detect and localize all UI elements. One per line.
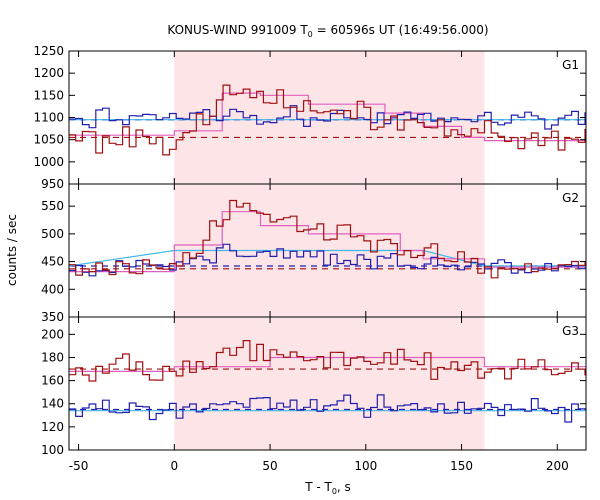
y-tick-label: 950 [41, 177, 64, 191]
shaded-interval [174, 51, 485, 184]
y-tick-label: 160 [41, 374, 64, 388]
shaded-interval [174, 317, 485, 450]
series-red [69, 340, 586, 382]
series-blue [69, 105, 586, 130]
y-axis-label: counts / sec [5, 214, 19, 286]
x-tick-label: 100 [354, 459, 377, 473]
y-tick-label: 200 [41, 327, 64, 341]
y-tick-label: 1150 [33, 88, 64, 102]
chart-title: KONUS-WIND 991009 T0 = 60596s UT (16:49:… [167, 23, 488, 39]
x-tick-label: 200 [546, 459, 569, 473]
x-tick-label: 150 [450, 459, 473, 473]
y-tick-label: 350 [41, 310, 64, 324]
panel-g3: 100 120 140 160 180 200 G3 [41, 316, 587, 457]
x-axis-ticks: -50 0 50 100 150 200 [69, 459, 569, 473]
y-tick-label: 1200 [33, 66, 64, 80]
y-tick-label: 500 [41, 227, 64, 241]
y-tick-label: 120 [41, 420, 64, 434]
panel-frame [68, 316, 587, 451]
y-tick-label: 1250 [33, 44, 64, 58]
y-tick-label: 100 [41, 443, 64, 457]
series-red [69, 199, 586, 279]
panel-label: G3 [562, 324, 579, 338]
x-tick-label: 50 [262, 459, 277, 473]
x-tick-label: -50 [69, 459, 89, 473]
x-axis-label: T - T0, s [304, 480, 351, 496]
panel-label: G2 [562, 191, 579, 205]
y-tick-label: 1050 [33, 133, 64, 147]
y-tick-label: 1100 [33, 111, 64, 125]
y-tick-label: 400 [41, 282, 64, 296]
y-tick-label: 140 [41, 397, 64, 411]
panel-label: G1 [562, 58, 579, 72]
series-blue [69, 394, 586, 423]
y-tick-label: 450 [41, 255, 64, 269]
y-tick-label: 550 [41, 199, 64, 213]
y-tick-label: 1000 [33, 155, 64, 169]
red-fit-line [69, 92, 586, 142]
panels: 950100010501100115012001250G135040045050… [33, 44, 587, 473]
panel-g1: 950 1000 1050 1100 1150 1200 1250 G1 [33, 44, 587, 191]
y-tick-label: 180 [41, 350, 64, 364]
panel-g2: 350 400 450 500 550 G2 [41, 183, 587, 324]
series-red [69, 84, 586, 156]
x-tick-label: 0 [170, 459, 178, 473]
